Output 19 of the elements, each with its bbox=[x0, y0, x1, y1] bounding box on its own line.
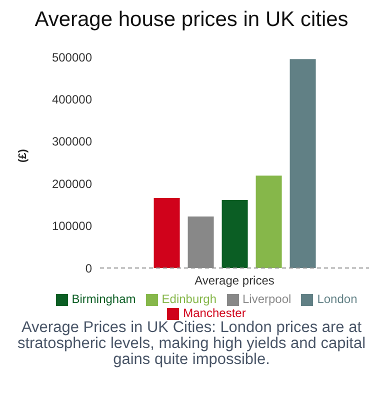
legend-label: Birmingham bbox=[72, 292, 136, 306]
y-tick-label: 300000 bbox=[52, 134, 92, 149]
bar bbox=[222, 200, 248, 268]
bar bbox=[154, 198, 180, 268]
text: Average Prices in UK Cities: London prices are at stratospheric levels, making high yields and capital gains quite impossible. bbox=[16, 319, 367, 368]
bar bbox=[290, 59, 316, 268]
y-axis-title: (£) bbox=[16, 148, 29, 162]
legend-label: Manchester bbox=[183, 306, 246, 320]
y-tick-label: 400000 bbox=[52, 92, 92, 106]
y-tick-label: 500000 bbox=[52, 50, 92, 64]
x-tick-label: Average prices bbox=[194, 274, 274, 288]
legend-label: Edinburgh bbox=[162, 292, 216, 306]
legend-label: London bbox=[317, 292, 358, 306]
y-tick-label: 100000 bbox=[52, 219, 92, 234]
y-tick-label: 200000 bbox=[52, 176, 92, 191]
bar bbox=[256, 176, 282, 268]
chart-title: Average house prices in UK cities bbox=[34, 8, 350, 32]
legend-label: Liverpool bbox=[242, 292, 292, 306]
y-tick-label: 0 bbox=[85, 261, 92, 276]
